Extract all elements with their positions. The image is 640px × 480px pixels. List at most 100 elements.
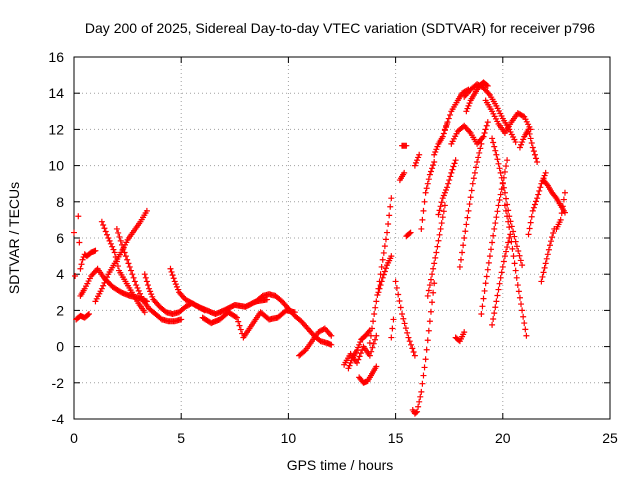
data-point <box>72 273 79 280</box>
data-point <box>497 169 504 176</box>
data-point <box>424 292 431 299</box>
data-point <box>178 316 185 323</box>
data-point <box>138 293 145 300</box>
data-point <box>516 294 523 301</box>
data-point <box>503 163 510 170</box>
data-point <box>475 154 482 161</box>
data-point <box>493 298 500 305</box>
data-point <box>107 240 114 247</box>
data-point <box>423 346 430 353</box>
data-point <box>511 260 518 267</box>
data-point <box>505 218 512 225</box>
data-point <box>114 263 121 270</box>
data-point <box>405 334 412 341</box>
data-point <box>548 238 555 245</box>
data-point <box>522 326 529 333</box>
data-point <box>427 276 434 283</box>
data-point <box>523 332 530 339</box>
data-point <box>412 409 419 416</box>
data-point <box>133 282 140 289</box>
data-point <box>544 251 551 258</box>
data-point <box>468 187 475 194</box>
data-point <box>368 348 375 355</box>
data-point <box>540 269 547 276</box>
data-point <box>376 285 383 292</box>
data-point <box>104 231 111 238</box>
data-point <box>439 214 446 221</box>
data-point <box>426 171 433 178</box>
series-arc-43 <box>553 189 568 232</box>
data-point <box>431 158 438 165</box>
data-point <box>105 235 112 241</box>
data-point <box>149 293 156 300</box>
data-point <box>121 249 128 256</box>
y-axis-title: SDTVAR / TECUs <box>6 182 22 294</box>
data-point <box>478 140 485 147</box>
y-tick-label: 12 <box>48 121 64 137</box>
data-point <box>171 278 178 285</box>
data-point <box>447 111 454 118</box>
data-point <box>530 148 537 155</box>
data-point <box>545 246 552 253</box>
data-point <box>411 352 418 359</box>
data-point <box>504 157 511 164</box>
data-point <box>418 225 425 232</box>
data-point <box>430 162 437 169</box>
data-point <box>433 146 440 153</box>
data-point <box>346 362 353 369</box>
data-point <box>414 157 421 164</box>
data-point <box>404 329 411 336</box>
data-point <box>84 311 91 318</box>
data-point <box>494 156 501 163</box>
data-point <box>513 243 520 250</box>
data-point <box>401 320 408 327</box>
data-point <box>370 318 377 325</box>
data-point <box>463 221 470 228</box>
data-point <box>393 284 400 291</box>
data-point <box>174 286 181 293</box>
data-point <box>76 239 83 246</box>
data-point <box>125 260 132 267</box>
data-point <box>375 289 382 296</box>
data-point <box>116 233 123 240</box>
data-point <box>531 201 538 208</box>
data-point <box>512 139 519 146</box>
data-point <box>541 172 548 179</box>
data-point <box>516 252 523 259</box>
data-point <box>355 356 362 363</box>
data-point <box>525 126 532 133</box>
data-point <box>464 105 471 112</box>
data-point <box>558 210 565 217</box>
data-point <box>420 372 427 379</box>
series-arc-37 <box>489 235 513 328</box>
series-arc-01 <box>71 229 93 323</box>
data-point <box>418 388 425 395</box>
data-point <box>437 203 444 210</box>
data-point <box>480 133 487 140</box>
x-axis-title: GPS time / hours <box>287 457 394 473</box>
data-point <box>430 289 437 296</box>
data-point <box>552 193 559 200</box>
data-point <box>100 282 107 289</box>
data-point <box>501 189 508 196</box>
data-point <box>366 352 373 359</box>
data-point <box>525 231 532 238</box>
data-point <box>436 207 443 214</box>
data-point <box>172 281 179 288</box>
data-point <box>456 263 463 270</box>
data-point <box>372 336 379 343</box>
data-point <box>492 304 499 311</box>
data-point <box>106 237 113 244</box>
data-point <box>508 238 515 245</box>
y-tick-label: 4 <box>56 266 64 282</box>
data-point <box>435 237 442 244</box>
series-arc-11 <box>296 325 335 359</box>
data-point <box>501 168 508 175</box>
data-point <box>419 216 426 223</box>
data-point <box>420 207 427 214</box>
data-point <box>481 130 488 137</box>
data-point <box>443 122 450 129</box>
data-point <box>101 279 108 286</box>
data-point <box>471 169 478 176</box>
data-point <box>86 311 93 318</box>
